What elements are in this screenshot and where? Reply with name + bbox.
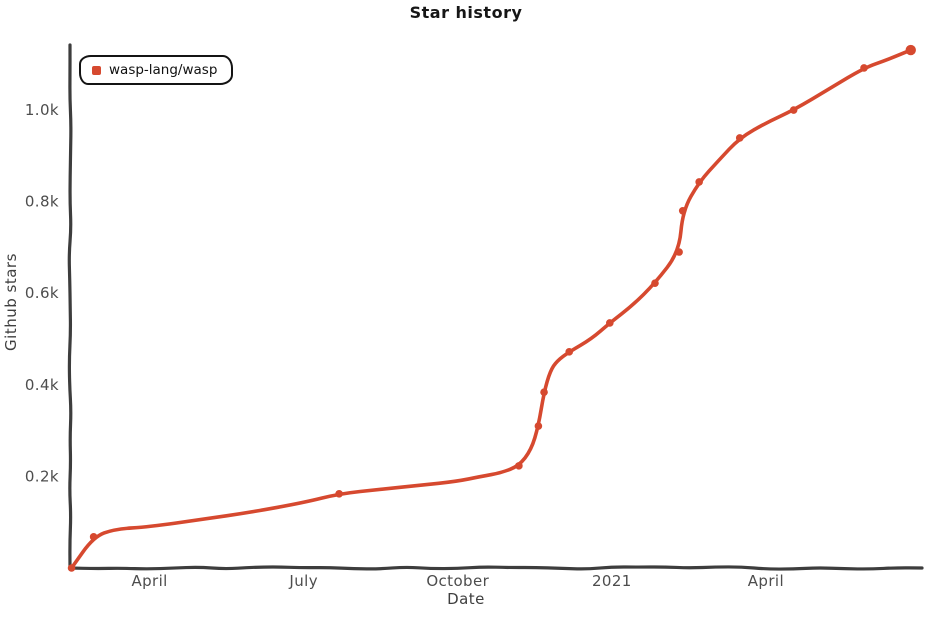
data-point-marker: [89, 533, 98, 541]
data-point-marker: [534, 422, 543, 430]
x-axis-label: Date: [447, 590, 485, 608]
data-point-marker: [905, 44, 916, 56]
x-tick-label: 2021: [592, 572, 632, 590]
chart-title: Star history: [409, 3, 523, 22]
data-point-marker: [335, 490, 343, 498]
x-axis-line: [68, 565, 924, 571]
data-point-marker: [651, 279, 659, 287]
legend-series-swatch-icon: [92, 65, 101, 75]
y-tick-label: 0.8k: [25, 193, 59, 211]
data-point-marker: [605, 319, 614, 327]
legend: wasp-lang/wasp: [79, 55, 234, 85]
data-point-marker: [860, 64, 868, 72]
data-point-marker: [678, 206, 687, 215]
y-tick-label: 0.4k: [25, 376, 59, 394]
data-point-marker: [789, 106, 798, 114]
y-tick-label: 0.6k: [25, 284, 59, 302]
y-axis-line: [67, 43, 73, 570]
x-tick-label: April: [131, 572, 167, 590]
x-tick-label: April: [748, 572, 784, 590]
data-point-marker: [67, 564, 76, 572]
x-tick-label: October: [426, 572, 489, 590]
data-point-marker: [675, 248, 683, 256]
y-tick-label: 1.0k: [25, 101, 59, 119]
y-tick-label: 0.2k: [25, 467, 59, 485]
data-point-marker: [735, 134, 744, 142]
legend-series-label: wasp-lang/wasp: [109, 62, 218, 78]
data-point-marker: [515, 462, 523, 470]
data-point-marker: [565, 348, 574, 356]
x-tick-label: July: [288, 572, 318, 590]
series-line: [69, 48, 913, 570]
data-point-marker: [540, 388, 548, 396]
data-point-marker: [695, 178, 703, 186]
y-axis-label: Github stars: [2, 253, 20, 351]
